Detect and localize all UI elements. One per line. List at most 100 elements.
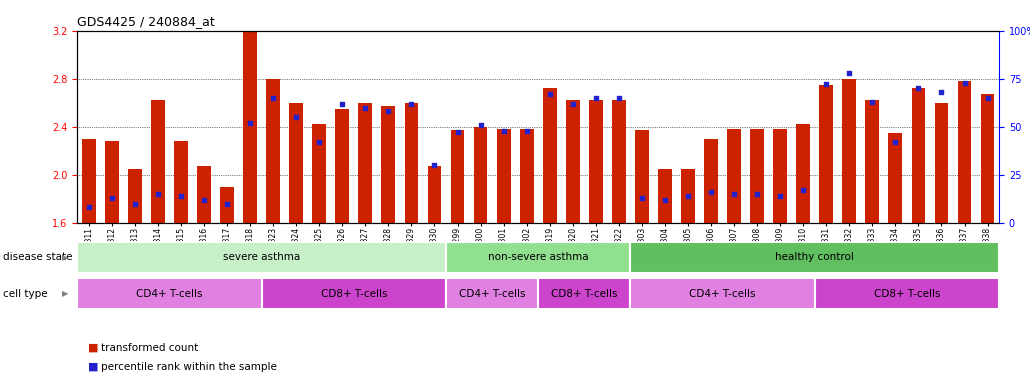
Point — [426, 162, 443, 168]
FancyBboxPatch shape — [446, 278, 538, 310]
FancyBboxPatch shape — [815, 278, 999, 310]
Text: ■: ■ — [88, 343, 98, 353]
Text: CD4+ T-cells: CD4+ T-cells — [458, 289, 525, 299]
Bar — [750, 129, 764, 223]
Bar — [128, 169, 142, 223]
Point — [380, 108, 397, 114]
Point — [956, 79, 972, 86]
Point — [749, 191, 765, 197]
Point — [403, 101, 419, 107]
Point — [980, 95, 996, 101]
Point — [795, 187, 812, 193]
Text: GDS4425 / 240884_at: GDS4425 / 240884_at — [77, 15, 215, 28]
Bar — [543, 88, 556, 223]
Point — [702, 189, 719, 195]
Bar — [243, 31, 258, 223]
FancyBboxPatch shape — [262, 278, 446, 310]
Bar — [819, 85, 833, 223]
Point — [633, 195, 650, 201]
Point — [311, 139, 328, 145]
Text: ■: ■ — [88, 362, 98, 372]
Point — [564, 101, 581, 107]
Point — [842, 70, 858, 76]
Text: disease state: disease state — [3, 252, 72, 262]
Bar — [843, 79, 856, 223]
Point — [495, 127, 512, 134]
Text: percentile rank within the sample: percentile rank within the sample — [101, 362, 277, 372]
FancyBboxPatch shape — [77, 242, 446, 273]
Point — [173, 193, 190, 199]
Bar — [912, 88, 925, 223]
Text: cell type: cell type — [3, 289, 47, 299]
Point — [242, 120, 259, 126]
Bar — [865, 100, 880, 223]
Point — [104, 195, 121, 201]
Point — [149, 191, 166, 197]
Point — [542, 91, 558, 97]
Bar — [889, 133, 902, 223]
Bar — [81, 139, 96, 223]
Point — [611, 95, 627, 101]
Point — [218, 200, 235, 207]
Bar — [381, 106, 396, 223]
Point — [196, 197, 212, 203]
Bar — [681, 169, 695, 223]
Bar — [958, 81, 971, 223]
FancyBboxPatch shape — [630, 242, 999, 273]
Bar — [405, 103, 418, 223]
Point — [587, 95, 604, 101]
Point — [771, 193, 788, 199]
Point — [657, 197, 674, 203]
Bar — [266, 79, 280, 223]
Bar — [289, 103, 303, 223]
Text: CD4+ T-cells: CD4+ T-cells — [136, 289, 203, 299]
FancyBboxPatch shape — [630, 278, 815, 310]
Bar — [496, 129, 511, 223]
Bar — [727, 129, 741, 223]
Bar — [358, 103, 372, 223]
Bar — [450, 130, 465, 223]
Text: healthy control: healthy control — [776, 252, 854, 262]
Point — [80, 204, 97, 210]
Bar — [474, 127, 487, 223]
Bar — [565, 100, 580, 223]
Point — [288, 114, 305, 120]
Point — [357, 104, 374, 111]
Bar — [612, 100, 626, 223]
Bar — [220, 187, 234, 223]
Bar — [105, 141, 118, 223]
Point — [518, 127, 535, 134]
Point — [265, 95, 281, 101]
Bar — [634, 130, 649, 223]
Bar — [705, 139, 718, 223]
Bar — [151, 100, 165, 223]
Bar — [312, 124, 327, 223]
Text: ▶: ▶ — [62, 289, 68, 298]
Text: transformed count: transformed count — [101, 343, 198, 353]
FancyBboxPatch shape — [77, 278, 262, 310]
Text: CD8+ T-cells: CD8+ T-cells — [551, 289, 618, 299]
Text: CD4+ T-cells: CD4+ T-cells — [689, 289, 756, 299]
Bar — [197, 166, 211, 223]
Point — [933, 89, 950, 95]
FancyBboxPatch shape — [446, 242, 630, 273]
Bar — [427, 166, 442, 223]
Text: non-severe asthma: non-severe asthma — [488, 252, 588, 262]
Text: CD8+ T-cells: CD8+ T-cells — [873, 289, 940, 299]
Point — [334, 101, 350, 107]
Bar — [774, 129, 787, 223]
Point — [680, 193, 696, 199]
Bar — [520, 129, 534, 223]
Point — [864, 99, 881, 105]
Bar — [589, 100, 603, 223]
Bar — [658, 169, 672, 223]
Point — [887, 139, 903, 145]
Point — [127, 200, 143, 207]
Point — [449, 129, 466, 136]
Bar — [336, 109, 349, 223]
Text: severe asthma: severe asthma — [222, 252, 301, 262]
Point — [473, 122, 489, 128]
Bar — [796, 124, 811, 223]
Point — [911, 85, 927, 91]
Bar — [981, 94, 995, 223]
